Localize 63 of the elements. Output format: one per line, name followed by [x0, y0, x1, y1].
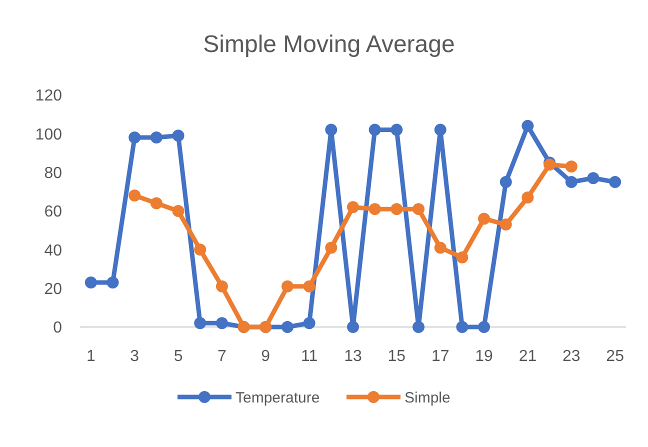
- point: [500, 218, 512, 231]
- point: [368, 203, 381, 216]
- x-tick-label: 9: [261, 348, 270, 365]
- point: [150, 132, 162, 144]
- x-tick-label: 13: [344, 348, 362, 365]
- point: [150, 197, 162, 210]
- y-tick-label: 120: [35, 88, 62, 105]
- x-tick-label: 3: [130, 348, 140, 365]
- y-tick-label: 60: [44, 204, 62, 221]
- point: [194, 244, 206, 256]
- point: [281, 280, 294, 292]
- x-tick-label: 5: [174, 348, 183, 365]
- x-tick-label: 23: [562, 348, 580, 365]
- point: [500, 176, 512, 188]
- point: [456, 321, 468, 333]
- point: [390, 124, 403, 136]
- legend-label: Temperature: [236, 389, 320, 406]
- point: [128, 132, 141, 144]
- point: [412, 321, 425, 333]
- point: [325, 124, 338, 136]
- point: [609, 176, 622, 188]
- y-tick-label: 0: [53, 320, 62, 337]
- point: [128, 190, 141, 202]
- x-tick-label: 1: [86, 348, 96, 365]
- y-tick-label: 100: [35, 126, 62, 144]
- x-tick-label: 7: [218, 348, 227, 365]
- point: [456, 251, 468, 264]
- point: [216, 280, 228, 292]
- point: [303, 280, 316, 292]
- point: [478, 321, 490, 333]
- point: [522, 191, 534, 204]
- point: [347, 321, 359, 333]
- point: [412, 203, 425, 216]
- y-tick-label: 20: [44, 280, 62, 298]
- y-tick-label: 80: [44, 164, 62, 182]
- x-tick-label: 17: [431, 348, 450, 365]
- point: [390, 203, 403, 216]
- point: [172, 205, 184, 217]
- x-tick-label: 19: [475, 348, 494, 365]
- x-tick-label: 25: [606, 348, 624, 365]
- point: [478, 212, 490, 225]
- point: [216, 317, 228, 330]
- x-tick-label: 21: [518, 348, 537, 365]
- x-tick-label: 11: [301, 348, 318, 365]
- legend-label: Simple: [404, 389, 450, 406]
- point: [565, 176, 578, 188]
- point: [434, 124, 446, 136]
- chart-title: Simple Moving Average: [203, 31, 455, 58]
- point: [281, 321, 294, 333]
- point: [194, 317, 206, 330]
- point: [106, 276, 119, 289]
- point: [565, 160, 578, 173]
- y-tick-label: 40: [44, 242, 62, 260]
- point: [587, 172, 600, 184]
- point: [84, 276, 97, 289]
- point: [522, 120, 534, 132]
- x-tick-label: 15: [388, 348, 406, 365]
- point: [368, 124, 381, 136]
- point: [172, 130, 184, 142]
- point: [325, 242, 338, 254]
- point: [303, 317, 316, 330]
- point: [347, 201, 359, 214]
- point: [434, 242, 446, 254]
